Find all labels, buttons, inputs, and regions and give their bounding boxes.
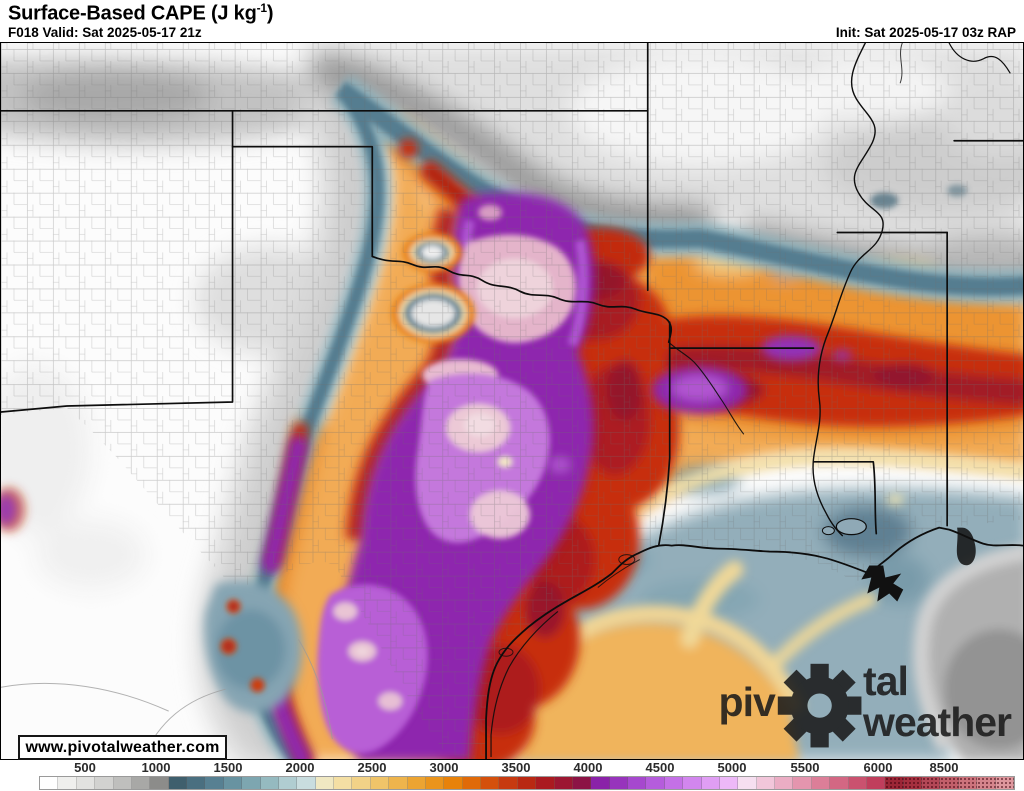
colorbar-swatch [370,777,390,789]
colorbar-swatch [425,777,445,789]
colorbar-swatch [701,777,720,789]
corpus-christi-bay [498,647,514,657]
colorbar-tick-5000: 5000 [717,760,747,775]
colorbar-swatch [628,777,647,789]
colorbar-swatch [131,777,151,789]
colorbar-tick-3500: 3500 [501,760,531,775]
colorbar-swatch [444,777,463,789]
lake-pontchartrain [835,518,867,536]
colorbar-swatch [187,777,206,789]
mississippi-delta [861,565,904,602]
gulf-coastline [485,518,1023,759]
colorbar-swatch [885,777,904,789]
colorbar-swatch [995,777,1014,789]
site-url-link[interactable]: www.pivotalweather.com [18,735,227,760]
colorbar-tick-labels: 500 1000 1500 2000 2500 3000 3500 4000 4500 5000 5… [0,760,1024,776]
colorbar-swatch [866,777,886,789]
colorbar-swatch [664,777,684,789]
colorbar-tick-6000: 6000 [863,760,893,775]
mississippi-river [812,43,884,537]
colorbar-swatch [352,777,371,789]
gear-teeth [777,663,862,748]
colorbar-swatch [609,777,628,789]
colorbar-swatch [903,777,922,789]
model-init-label: Init: Sat 2025-05-17 03z RAP [835,25,1016,40]
colorbar-swatch [260,777,279,789]
colorbar-swatch [58,777,77,789]
cape-map-canvas[interactable]: piv tal weather www.pivotalweather.com [0,42,1024,760]
galveston-bay [618,554,636,566]
watermark-text-post: tal weather [863,658,1012,746]
colorbar-swatch [517,777,537,789]
colorbar-swatch [646,777,665,789]
colorbar-swatch [922,777,941,789]
colorbar-swatch [168,777,187,789]
colorbar-swatch [150,777,169,789]
watermark-text-pre: piv [718,678,776,725]
colorbar-tick-1500: 1500 [213,760,243,775]
colorbar-swatch [848,777,867,789]
colorbar-swatch [242,777,261,789]
ohio-river [948,43,1011,74]
colorbar-tick-1000: 1000 [141,760,171,775]
colorbar-tick-500: 500 [74,760,96,775]
state-borders [1,43,1023,547]
cape-field-svg [1,43,1023,759]
colorbar-swatch [315,777,334,789]
colorbar-swatch [40,777,59,789]
colorbar-tick-2500: 2500 [357,760,387,775]
colorbar-swatch [334,777,353,789]
colorbar-tick-8500: 8500 [929,760,959,775]
colorbar-tick-4500: 4500 [645,760,675,775]
colorbar-swatch [756,777,775,789]
colorbar-swatch [554,777,573,789]
colorbar-swatch [389,777,408,789]
colorbar-swatch [278,777,298,789]
colorbar-swatch [407,777,426,789]
colorbar-tick-2000: 2000 [285,760,315,775]
colorbar-swatch [591,777,610,789]
colorbar-swatch [977,777,996,789]
colorbar-swatch [572,777,592,789]
colorbar-swatch [223,777,243,789]
colorbar-swatch [462,777,481,789]
colorbar-swatch [958,777,978,789]
colorbar-swatch [940,777,959,789]
colorbar-swatch [793,777,812,789]
colorbar-swatch [811,777,831,789]
gear-icon [777,663,862,748]
colorbar-tick-4000: 4000 [573,760,603,775]
mobile-bay [956,527,976,566]
colorbar-swatch [719,777,739,789]
colorbar-swatch [95,777,114,789]
colorbar-swatch [536,777,555,789]
colorbar-swatch [830,777,849,789]
cape-colorbar-legend [39,776,1015,790]
colorbar-swatch [683,777,702,789]
pivotal-weather-watermark: piv tal weather [718,654,1012,751]
colorbar-tick-3000: 3000 [429,760,459,775]
colorbar-swatch [297,777,316,789]
colorbar-tick-5500: 5500 [790,760,820,775]
forecast-valid-label: F018 Valid: Sat 2025-05-17 21z [8,25,202,40]
colorbar-swatch [775,777,794,789]
colorbar-swatch [76,777,96,789]
colorbar-swatch [113,777,132,789]
colorbar-swatch [481,777,500,789]
red-river-lower [668,341,745,435]
colorbar-swatch [499,777,518,789]
page-title: Surface-Based CAPE (J kg-1) [8,1,274,25]
colorbar-swatch [738,777,757,789]
colorbar-swatch [205,777,224,789]
